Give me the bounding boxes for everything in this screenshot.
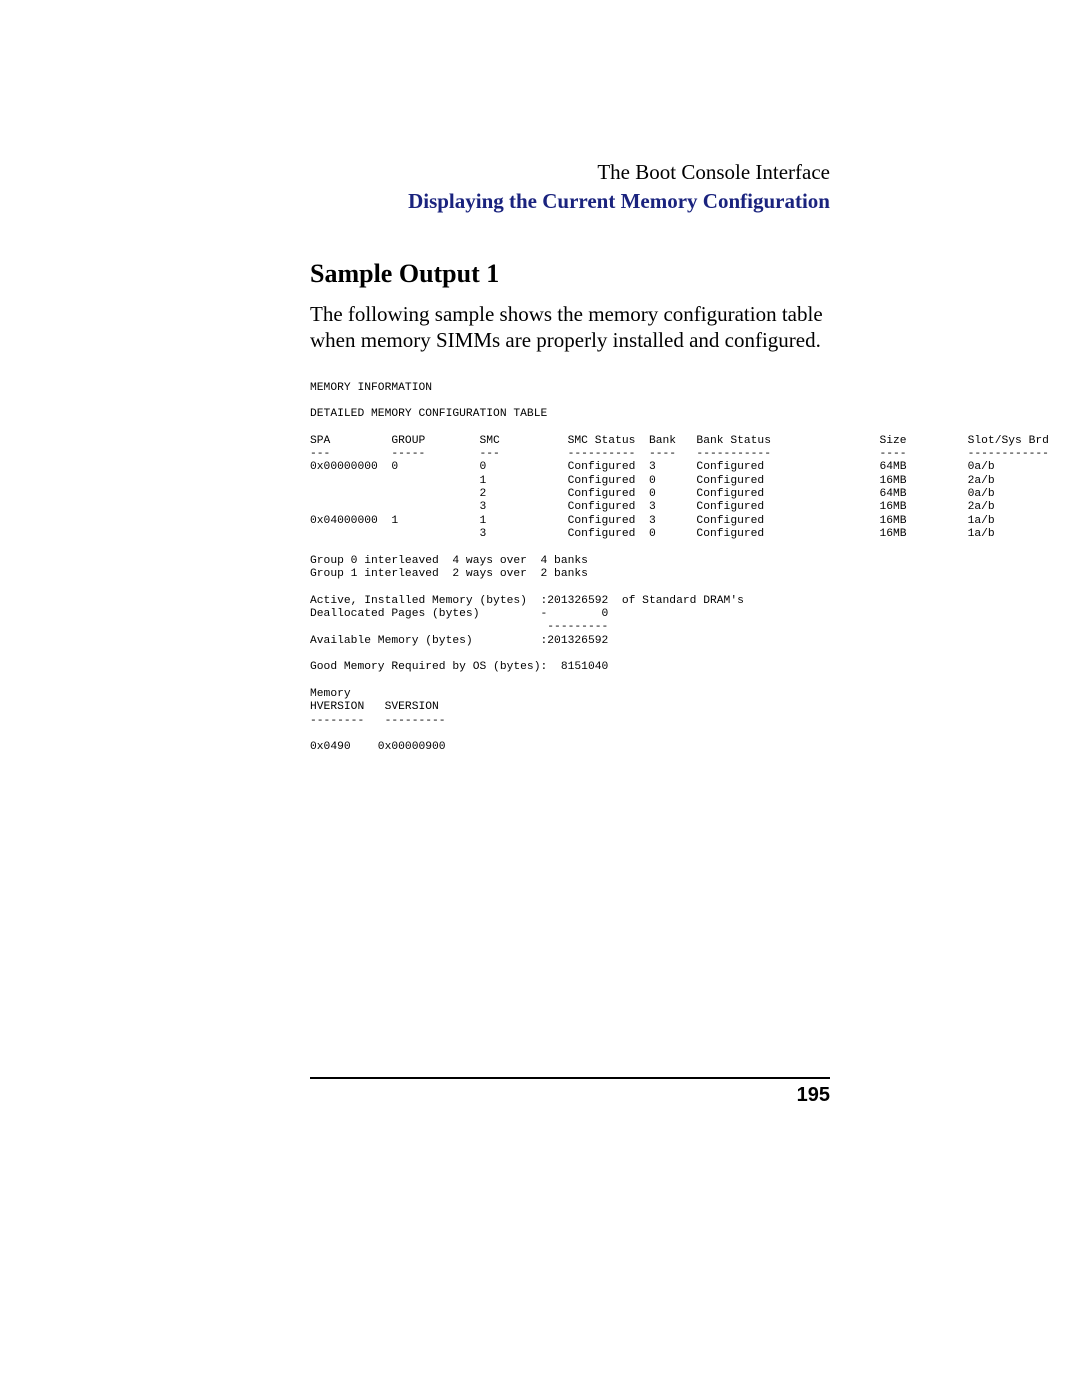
page-header: The Boot Console Interface Displaying th… bbox=[310, 160, 830, 214]
page-number: 195 bbox=[797, 1084, 830, 1107]
section-title: Displaying the Current Memory Configurat… bbox=[310, 189, 830, 214]
chapter-title: The Boot Console Interface bbox=[310, 160, 830, 185]
intro-paragraph: The following sample shows the memory co… bbox=[310, 301, 830, 354]
document-page: The Boot Console Interface Displaying th… bbox=[0, 0, 1080, 1397]
memory-info-output: MEMORY INFORMATION DETAILED MEMORY CONFI… bbox=[310, 382, 830, 755]
sample-output-heading: Sample Output 1 bbox=[310, 259, 830, 289]
footer-rule bbox=[310, 1077, 830, 1079]
